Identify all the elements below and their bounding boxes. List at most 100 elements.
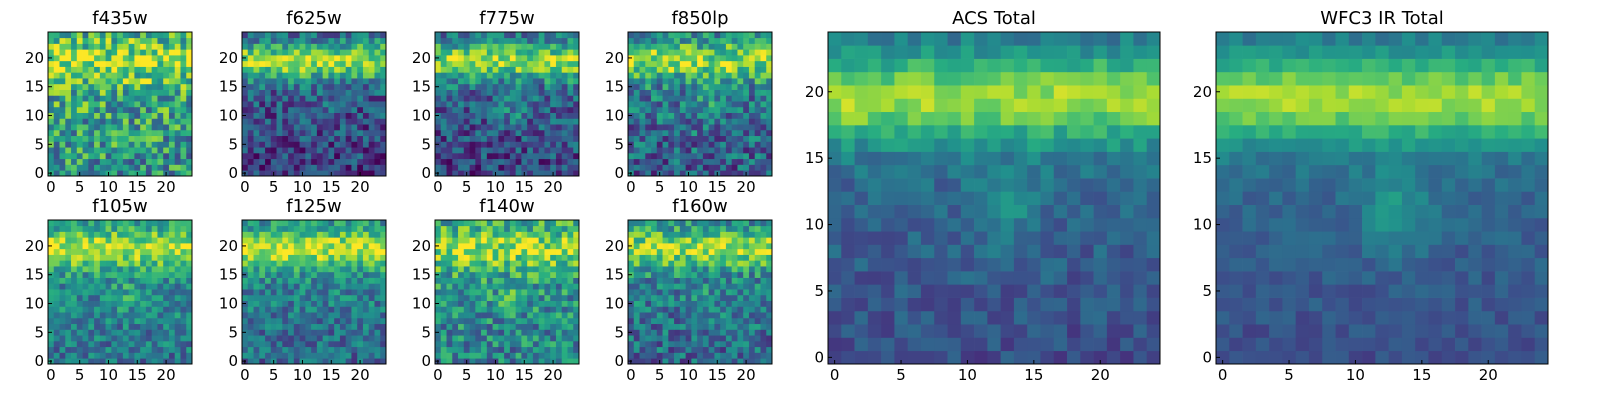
heatmap-cell: [374, 248, 381, 255]
heatmap-cell: [748, 147, 756, 154]
heatmap-cell: [573, 312, 580, 319]
heatmap-cell: [88, 266, 95, 273]
heatmap-cell: [504, 254, 511, 261]
heatmap-cell: [151, 271, 158, 278]
heatmap-cell: [368, 329, 375, 336]
heatmap-cell: [105, 254, 112, 261]
heatmap-cell: [440, 60, 447, 67]
heatmap-cell: [157, 220, 164, 227]
heatmap-cell: [668, 112, 675, 119]
heatmap-cell: [481, 294, 488, 301]
heatmap-cell: [544, 158, 551, 165]
heatmap-cell: [322, 254, 329, 261]
heatmap-cell: [458, 289, 465, 296]
heatmap-cell: [527, 106, 534, 113]
heatmap-cells: [242, 32, 387, 177]
heatmap-cell: [99, 60, 106, 67]
heatmap-cell: [105, 141, 112, 148]
heatmap-cell: [157, 248, 164, 255]
heatmap-cell: [151, 329, 158, 336]
heatmap-cell: [452, 49, 459, 56]
heatmap-cell: [276, 323, 283, 330]
heatmap-cell: [714, 164, 721, 171]
heatmap-cell: [469, 323, 476, 330]
heatmap-cell: [351, 106, 358, 113]
heatmap-cell: [645, 294, 652, 301]
heatmap-cell: [527, 277, 534, 284]
heatmap-cell: [498, 346, 505, 353]
heatmap-cell: [276, 170, 283, 177]
heatmap-cell: [435, 346, 442, 353]
heatmap-cell: [639, 141, 646, 148]
heatmap-cell: [492, 32, 499, 39]
heatmap-cell: [509, 158, 516, 165]
heatmap-cell: [481, 129, 488, 137]
x-tick-label: 0: [626, 178, 636, 196]
heatmap-cell: [498, 317, 505, 325]
heatmap-cell: [737, 60, 744, 67]
heatmap-cell: [725, 49, 733, 56]
heatmap-cell: [82, 101, 89, 108]
heatmap-cell: [151, 289, 158, 296]
heatmap-cell: [65, 124, 72, 131]
heatmap-cell: [265, 60, 272, 67]
heatmap-cell: [668, 66, 675, 73]
heatmap-cell: [276, 289, 283, 296]
heatmap-cell: [714, 312, 721, 319]
heatmap-cell: [111, 83, 118, 90]
heatmap-cell: [322, 346, 329, 353]
heatmap-cell: [573, 164, 580, 171]
heatmap-cell: [697, 323, 704, 330]
heatmap-cell: [88, 346, 95, 353]
heatmap-cell: [105, 335, 112, 342]
heatmap-cell: [328, 266, 335, 273]
heatmap-cell: [380, 72, 387, 79]
heatmap-cell: [492, 346, 499, 353]
heatmap-cell: [265, 260, 272, 267]
heatmap-cell: [311, 329, 318, 336]
heatmap-cell: [555, 271, 563, 278]
heatmap-cell: [253, 260, 260, 267]
heatmap-cell: [498, 78, 505, 85]
heatmap-cell: [521, 32, 528, 39]
heatmap-cell: [452, 306, 459, 313]
heatmap-cell: [628, 312, 635, 319]
heatmap-cell: [140, 323, 147, 330]
heatmap-cell: [48, 335, 55, 342]
heatmap-cell: [446, 78, 453, 85]
heatmap-cell: [82, 300, 89, 307]
heatmap-cell: [305, 254, 312, 261]
heatmap-cell: [328, 152, 335, 160]
heatmap-cell: [334, 248, 341, 255]
heatmap-cell: [134, 78, 141, 85]
heatmap-cell: [527, 358, 534, 365]
heatmap-cell: [362, 346, 370, 353]
heatmap-cell: [82, 220, 89, 227]
heatmap-cell: [345, 55, 352, 62]
heatmap-cell: [163, 141, 170, 148]
heatmap-cell: [180, 72, 187, 79]
heatmap-cell: [253, 55, 260, 62]
heatmap-cell: [628, 266, 635, 273]
heatmap-cells: [628, 220, 773, 365]
heatmap-cell: [697, 277, 704, 284]
heatmap-cell: [639, 158, 646, 165]
heatmap-cell: [475, 220, 482, 227]
heatmap-cell: [573, 152, 580, 160]
heatmap-cell: [748, 300, 756, 307]
heatmap-cell: [48, 49, 55, 56]
heatmap-cell: [351, 266, 358, 273]
heatmap-cell: [328, 237, 335, 244]
heatmap-cell: [481, 66, 488, 73]
heatmap-cell: [662, 260, 669, 267]
heatmap-cell: [305, 101, 312, 108]
heatmap-cell: [163, 294, 170, 301]
heatmap-cell: [720, 49, 727, 56]
heatmap-cell: [737, 271, 744, 278]
heatmap-cell: [651, 335, 658, 342]
heatmap-cell: [504, 352, 511, 359]
heatmap-cell: [362, 106, 370, 113]
heatmap-cell: [76, 225, 83, 232]
heatmap-cell: [259, 329, 266, 336]
heatmap-cell: [440, 346, 447, 353]
